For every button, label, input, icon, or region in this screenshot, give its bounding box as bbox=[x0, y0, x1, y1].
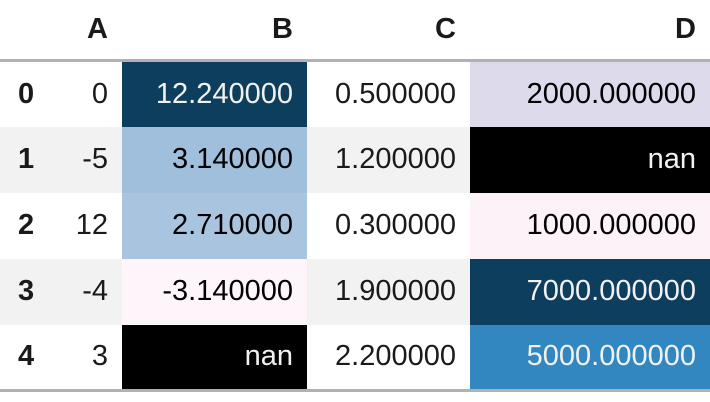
cell-c4: 2.200000 bbox=[335, 340, 456, 373]
cell-d4: 5000.000000 bbox=[470, 324, 710, 391]
row-index-4: 4 bbox=[18, 340, 35, 373]
cell-b0: 12.240000 bbox=[122, 60, 307, 127]
column-header-c: C bbox=[307, 0, 470, 62]
cell-c3: 1.900000 bbox=[307, 258, 470, 325]
cell-d1: nan bbox=[470, 126, 710, 193]
cell-a1: -5 bbox=[45, 126, 122, 193]
cell-d0: 2000.000000 bbox=[470, 60, 710, 127]
row-index-2: 2 bbox=[18, 209, 35, 241]
column-header-d: D bbox=[470, 0, 710, 62]
header-row: A B C D bbox=[0, 0, 710, 62]
cell-a2: 12 bbox=[75, 209, 108, 241]
cell-c2: 0.300000 bbox=[335, 209, 456, 241]
table-row: 0 0 12.240000 0.500000 2000.000000 bbox=[0, 60, 710, 127]
cell-b2: 2.710000 bbox=[122, 192, 307, 259]
cell-b1: 3.140000 bbox=[122, 126, 307, 193]
cell-b3: -3.140000 bbox=[122, 258, 307, 325]
row-index-1: 1 bbox=[0, 126, 45, 193]
cell-b4: nan bbox=[122, 324, 307, 391]
cell-d3: 7000.000000 bbox=[470, 258, 710, 325]
index-header-cell bbox=[0, 0, 45, 62]
table-row: 1 -5 3.140000 1.200000 nan bbox=[0, 126, 710, 193]
table-row: 4 3 nan 2.200000 5000.000000 bbox=[0, 324, 710, 391]
cell-a4: 3 bbox=[91, 340, 108, 373]
table-row: 2 12 2.710000 0.300000 1000.000000 bbox=[0, 192, 710, 259]
column-header-b: B bbox=[122, 0, 307, 62]
cell-a3: -4 bbox=[45, 258, 122, 325]
row-index-3: 3 bbox=[0, 258, 45, 325]
cell-d2: 1000.000000 bbox=[470, 192, 710, 259]
cell-a0: 0 bbox=[91, 77, 108, 110]
column-header-a: A bbox=[45, 0, 122, 62]
cell-c0: 0.500000 bbox=[335, 77, 456, 110]
dataframe-table: A B C D 0 0 12.240000 0.500000 2000.0000… bbox=[0, 0, 710, 392]
table-row: 3 -4 -3.140000 1.900000 7000.000000 bbox=[0, 258, 710, 325]
cell-c1: 1.200000 bbox=[307, 126, 470, 193]
row-index-0: 0 bbox=[18, 77, 35, 110]
